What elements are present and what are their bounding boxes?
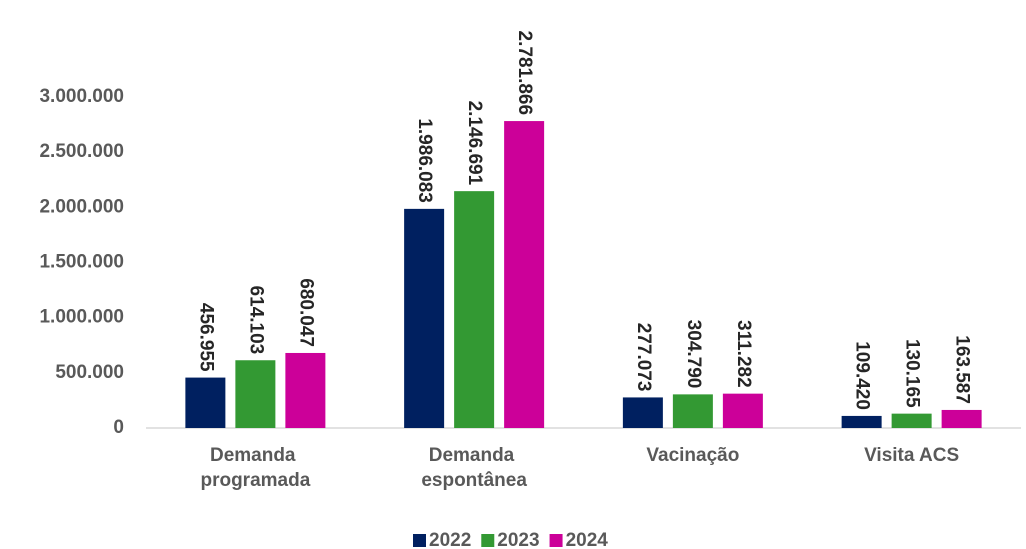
- value-label: 456.955: [195, 303, 216, 372]
- value-label: 2.146.691: [464, 101, 485, 186]
- x-tick-label: Vacinação: [646, 445, 739, 466]
- value-label: 614.103: [245, 286, 266, 355]
- bar: [722, 393, 763, 428]
- legend-label: 2022: [429, 530, 471, 549]
- legend-swatch: [549, 534, 563, 547]
- value-label: 130.165: [902, 339, 923, 408]
- value-label: 2.781.866: [514, 31, 535, 116]
- x-tick-label: Demanda programada: [200, 445, 310, 491]
- bar: [235, 360, 276, 428]
- x-tick-label: Demanda espontânea: [421, 445, 527, 491]
- bar: [841, 415, 882, 428]
- bar: [404, 208, 445, 428]
- value-label: 109.420: [852, 341, 873, 410]
- x-tick-line: Demanda: [210, 445, 301, 466]
- value-label: 163.587: [952, 335, 973, 404]
- value-label: 304.790: [683, 320, 704, 389]
- bar: [454, 191, 495, 428]
- x-tick-line: espontânea: [421, 470, 527, 491]
- legend-label: 2023: [497, 530, 539, 549]
- value-label: 680.047: [295, 278, 316, 347]
- bar: [285, 352, 326, 428]
- bar: [941, 409, 982, 428]
- x-tick-line: programada: [200, 470, 310, 491]
- x-tick-label: Visita ACS: [864, 445, 959, 466]
- bar: [185, 377, 226, 428]
- y-tick-label: 500.000: [55, 362, 124, 383]
- y-tick-label: 2.500.000: [39, 141, 124, 162]
- legend-label: 2024: [566, 530, 609, 549]
- y-tick-label: 2.000.000: [39, 196, 124, 217]
- bar: [891, 413, 932, 428]
- bar: [672, 394, 713, 428]
- y-tick-label: 1.500.000: [39, 252, 124, 273]
- x-tick-line: Demanda: [429, 445, 520, 466]
- value-label: 1.986.083: [414, 118, 435, 203]
- value-label: 277.073: [633, 323, 654, 392]
- bar: [622, 397, 663, 428]
- y-tick-label: 3.000.000: [39, 86, 124, 107]
- legend-swatch: [481, 534, 495, 547]
- y-tick-label: 1.000.000: [39, 307, 124, 328]
- legend-swatch: [413, 534, 426, 547]
- y-tick-label: 0: [113, 417, 124, 438]
- bar: [504, 121, 545, 429]
- value-label: 311.282: [733, 320, 754, 388]
